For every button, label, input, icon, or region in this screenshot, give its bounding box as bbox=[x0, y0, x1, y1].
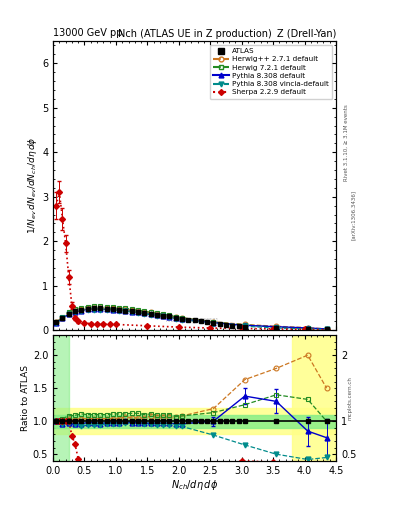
Bar bbox=[53, 335, 69, 461]
Text: Rivet 3.1.10, ≥ 3.1M events: Rivet 3.1.10, ≥ 3.1M events bbox=[343, 104, 348, 181]
X-axis label: $N_{ch}/d\eta\,d\phi$: $N_{ch}/d\eta\,d\phi$ bbox=[171, 478, 218, 493]
Bar bbox=[53, 408, 336, 434]
Y-axis label: $1/N_{ev}\,dN_{ev}/dN_{ch}/d\eta\,d\phi$: $1/N_{ev}\,dN_{ev}/dN_{ch}/d\eta\,d\phi$ bbox=[26, 137, 39, 234]
Text: mcplots.cern.ch: mcplots.cern.ch bbox=[347, 376, 352, 420]
Legend: ATLAS, Herwig++ 2.7.1 default, Herwig 7.2.1 default, Pythia 8.308 default, Pythi: ATLAS, Herwig++ 2.7.1 default, Herwig 7.… bbox=[209, 45, 332, 99]
Y-axis label: Ratio to ATLAS: Ratio to ATLAS bbox=[21, 365, 30, 431]
Bar bbox=[292, 335, 336, 461]
Text: 13000 GeV pp: 13000 GeV pp bbox=[53, 28, 123, 38]
Text: [arXiv:1306.3436]: [arXiv:1306.3436] bbox=[351, 189, 356, 240]
Title: Nch (ATLAS UE in Z production): Nch (ATLAS UE in Z production) bbox=[118, 29, 272, 39]
Bar bbox=[53, 415, 336, 428]
Text: Z (Drell-Yan): Z (Drell-Yan) bbox=[277, 28, 336, 38]
Text: ATLAS·0.19_I1736531: ATLAS·0.19_I1736531 bbox=[166, 317, 220, 323]
